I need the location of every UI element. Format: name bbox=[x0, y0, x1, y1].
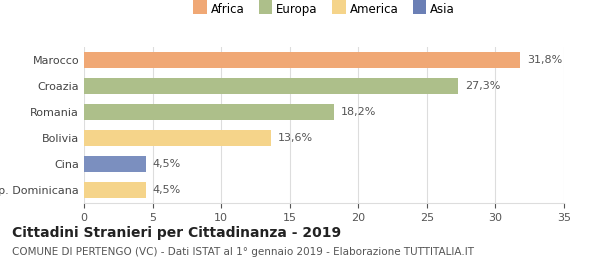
Text: 31,8%: 31,8% bbox=[527, 55, 562, 65]
Bar bbox=[84, 52, 520, 68]
Text: 4,5%: 4,5% bbox=[152, 185, 181, 195]
Bar bbox=[84, 78, 458, 94]
Bar bbox=[84, 156, 146, 172]
Text: 27,3%: 27,3% bbox=[465, 81, 500, 91]
Legend: Africa, Europa, America, Asia: Africa, Europa, America, Asia bbox=[193, 3, 455, 16]
Text: Cittadini Stranieri per Cittadinanza - 2019: Cittadini Stranieri per Cittadinanza - 2… bbox=[12, 226, 341, 240]
Text: 13,6%: 13,6% bbox=[277, 133, 313, 143]
Bar bbox=[84, 130, 271, 146]
Text: 18,2%: 18,2% bbox=[340, 107, 376, 117]
Bar bbox=[84, 182, 146, 198]
Text: COMUNE DI PERTENGO (VC) - Dati ISTAT al 1° gennaio 2019 - Elaborazione TUTTITALI: COMUNE DI PERTENGO (VC) - Dati ISTAT al … bbox=[12, 247, 474, 257]
Text: 4,5%: 4,5% bbox=[152, 159, 181, 169]
Bar bbox=[84, 104, 334, 120]
